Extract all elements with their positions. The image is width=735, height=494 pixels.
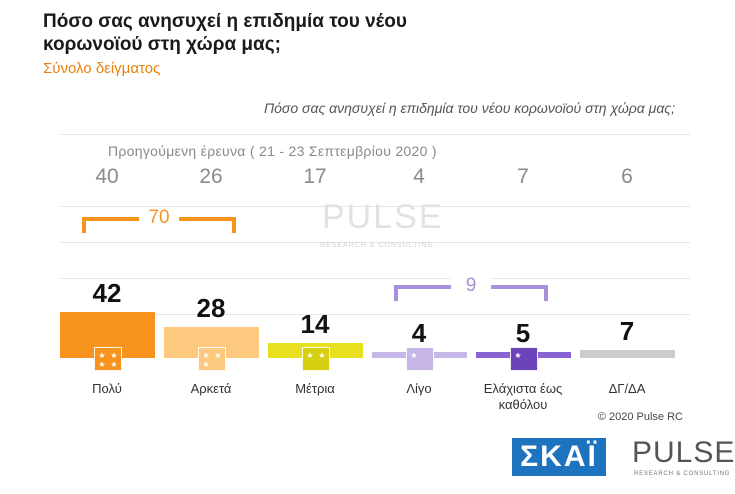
svg-text:★: ★: [410, 351, 417, 360]
bar-5: [579, 350, 675, 358]
svg-text:★: ★: [98, 351, 105, 360]
gridline: [60, 242, 690, 243]
chart-question: Πόσο σας ανησυχεί η επιδημία του νέου κο…: [263, 100, 675, 116]
group-total-label: 9: [451, 275, 491, 297]
pulse-logo-tagline: RESEARCH & CONSULTING: [634, 471, 731, 477]
previous-survey-label: Προηγούμενη έρευνα ( 21 - 23 Σεπτεμβρίου…: [108, 143, 437, 159]
pulse-logo: PULSE: [632, 436, 735, 469]
skai-logo: ΣΚΑΪ: [512, 438, 606, 476]
watermark-tagline: RESEARCH & CONSULTING: [320, 242, 434, 249]
value-label: 28: [196, 293, 226, 324]
svg-text:★: ★: [306, 351, 313, 360]
previous-value: 7: [517, 165, 529, 188]
gridline: [60, 278, 690, 279]
page-title: Πόσο σας ανησυχεί η επιδημία του νέου κο…: [43, 11, 407, 55]
svg-text:★: ★: [514, 351, 521, 360]
svg-text:★: ★: [214, 351, 221, 360]
gridline: [60, 314, 690, 315]
category-label: Πολύ: [92, 381, 122, 396]
svg-text:★: ★: [98, 360, 105, 369]
gridline: [60, 206, 690, 207]
value-label: 4: [411, 318, 427, 348]
page-subtitle: Σύνολο δείγματος: [43, 60, 161, 77]
copyright-text: © 2020 Pulse RC: [597, 411, 683, 423]
category-label: Μέτρια: [295, 381, 335, 396]
svg-text:★: ★: [202, 360, 209, 369]
value-label: 42: [92, 278, 122, 308]
value-label: 7: [619, 316, 635, 347]
group-total-label: 70: [139, 207, 179, 229]
watermark-logo: PULSE: [322, 198, 444, 236]
svg-text:★: ★: [110, 360, 117, 369]
gridline: [60, 134, 690, 135]
previous-value: 4: [413, 165, 425, 188]
star-icon: ★: [406, 347, 434, 371]
svg-text:★: ★: [202, 351, 209, 360]
svg-text:★: ★: [110, 351, 117, 360]
category-label: ΔΓ/ΔΑ: [608, 381, 646, 396]
previous-value: 17: [303, 165, 327, 188]
category-label: Λίγο: [406, 381, 432, 396]
value-label: 5: [515, 318, 531, 348]
svg-text:★: ★: [318, 351, 325, 360]
value-label: 14: [300, 308, 330, 339]
category-label: Ελάχιστα έως καθόλου: [483, 381, 563, 412]
star-icon: ★: [510, 347, 538, 371]
previous-value: 6: [621, 165, 633, 188]
category-label: Αρκετά: [190, 381, 232, 396]
star-icon: ★ ★: [302, 347, 330, 371]
star-icon: ★ ★ ★ ★: [94, 347, 122, 371]
previous-value: 40: [95, 165, 119, 188]
star-icon: ★ ★ ★: [198, 347, 226, 371]
previous-value: 26: [199, 165, 223, 188]
